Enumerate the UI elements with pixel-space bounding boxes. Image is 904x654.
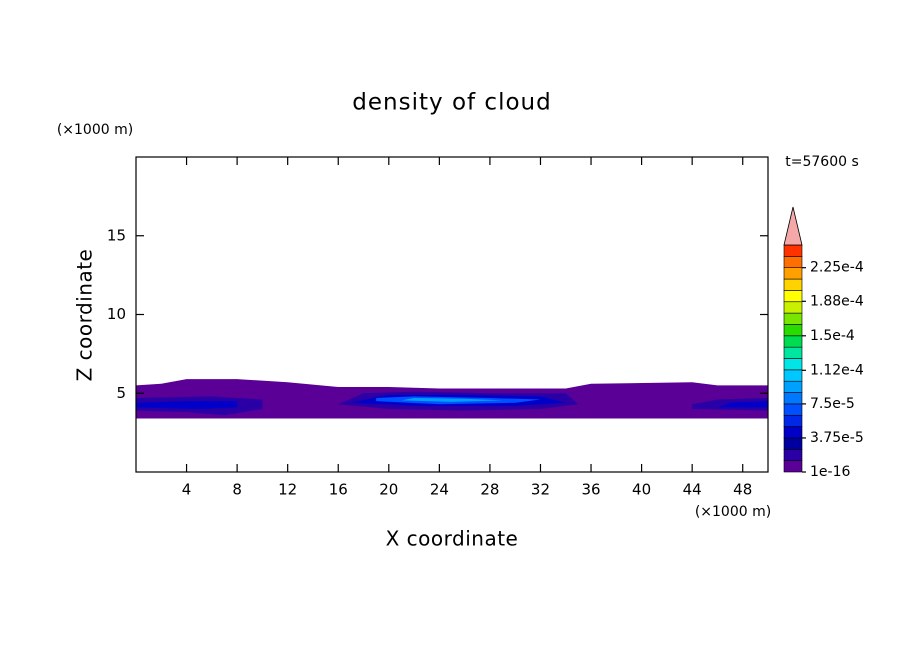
colorbar-box [783, 426, 803, 439]
chart-title: density of cloud [352, 90, 551, 116]
y-unit: (×1000 m) [57, 122, 133, 138]
colorbar-box [783, 437, 803, 450]
colorbar-box [783, 256, 803, 269]
x-tick-label: 40 [632, 481, 651, 499]
x-tick-label: 44 [683, 481, 702, 499]
colorbar-box [783, 290, 803, 303]
x-tick-label: 4 [182, 481, 192, 499]
colorbar-box [783, 267, 803, 280]
colorbar-box [783, 335, 803, 348]
y-axis-title: Z coordinate [73, 249, 97, 382]
colorbar-box [783, 312, 803, 325]
contour-region [136, 401, 238, 409]
x-tick-label: 24 [430, 481, 449, 499]
x-unit: (×1000 m) [695, 504, 771, 520]
colorbar-tick-label: 1e-16 [810, 464, 850, 480]
colorbar-box [783, 358, 803, 371]
colorbar-box [783, 278, 803, 291]
contour-field [136, 379, 768, 419]
colorbar-box [783, 403, 803, 416]
time-label: t=57600 s [785, 154, 859, 170]
colorbar-box [783, 244, 803, 257]
colorbar-tick-label: 1.88e-4 [810, 293, 864, 309]
y-tick-label: 15 [107, 226, 126, 244]
colorbar-box [783, 414, 803, 427]
colorbar-extend [783, 206, 803, 246]
plot-frame [135, 156, 769, 473]
contour-region [401, 397, 503, 402]
x-tick-label: 32 [531, 481, 550, 499]
colorbar-tick-label: 7.5e-5 [810, 396, 855, 412]
colorbar-box [783, 324, 803, 337]
x-tick-label: 28 [480, 481, 499, 499]
x-tick-label: 16 [329, 481, 348, 499]
colorbar-tick-label: 1.12e-4 [810, 362, 864, 378]
y-tick-label: 10 [107, 305, 126, 323]
x-axis-title: X coordinate [386, 527, 519, 551]
x-tick-label: 36 [581, 481, 600, 499]
colorbar-tick-label: 2.25e-4 [810, 260, 864, 276]
contour-region [717, 401, 768, 408]
x-tick-label: 8 [232, 481, 242, 499]
colorbar-box [783, 301, 803, 314]
y-tick-label: 5 [116, 384, 126, 402]
colorbar-box [783, 448, 803, 461]
colorbar-box [783, 392, 803, 405]
colorbar-box [783, 380, 803, 393]
colorbar-tick-label: 3.75e-5 [810, 430, 864, 446]
x-tick-label: 20 [379, 481, 398, 499]
colorbar-box [783, 346, 803, 359]
x-tick-label: 12 [278, 481, 297, 499]
colorbar-tick-label: 1.5e-4 [810, 328, 855, 344]
colorbar-box [783, 369, 803, 382]
colorbar-box [783, 460, 803, 473]
x-tick-label: 48 [733, 481, 752, 499]
